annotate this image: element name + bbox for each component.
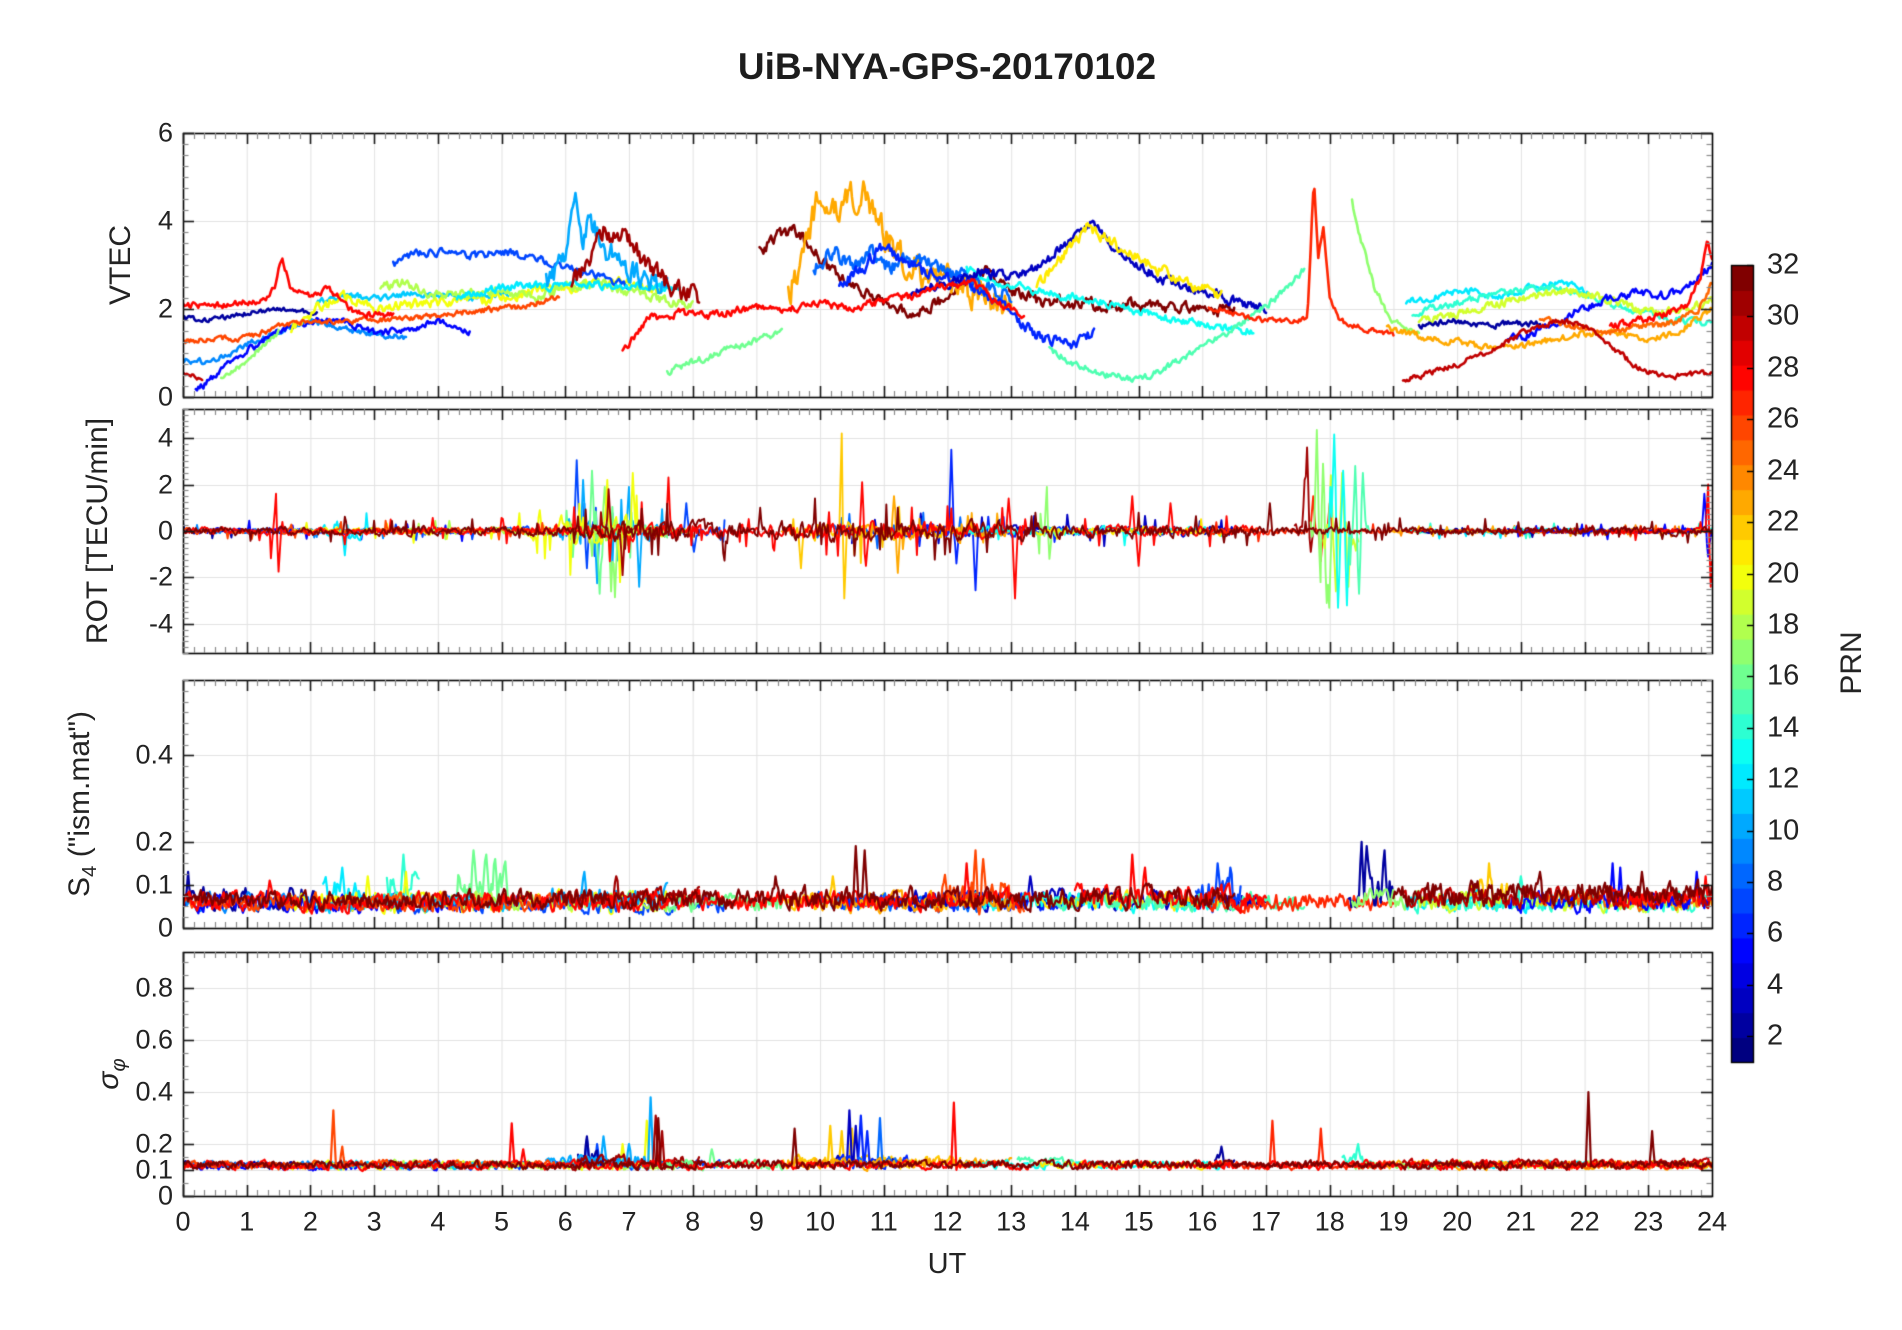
y-tick-label: -4 (148, 608, 173, 639)
colorbar-tick-label: 22 (1767, 505, 1800, 538)
colorbar-tick-label: 10 (1767, 814, 1800, 847)
x-tick-label: 22 (1569, 1206, 1600, 1237)
y-tick-label: 0.2 (135, 826, 173, 857)
x-tick-label: 21 (1505, 1206, 1536, 1237)
y-tick-label: 0.2 (135, 1128, 173, 1159)
x-tick-label: 8 (685, 1206, 701, 1237)
ylabel-sigma_phi: σφ (92, 1058, 130, 1090)
x-tick-label: 23 (1633, 1206, 1664, 1237)
colorbar-tick-label: 6 (1767, 916, 1784, 949)
colorbar-tick-label: 32 (1767, 248, 1800, 281)
y-tick-label: 0 (157, 1180, 173, 1211)
y-tick-label: 2 (157, 293, 173, 324)
x-tick-label: 14 (1059, 1206, 1090, 1237)
colorbar-tick-label: 16 (1767, 659, 1800, 692)
x-tick-label: 9 (748, 1206, 764, 1237)
y-tick-label: 6 (157, 117, 173, 148)
x-tick-label: 15 (1123, 1206, 1154, 1237)
colorbar-tick-label: 20 (1767, 557, 1800, 590)
colorbar-label: PRN (1835, 631, 1868, 695)
y-tick-label: 0.1 (135, 1154, 173, 1185)
y-tick-label: 0.4 (135, 739, 173, 770)
colorbar-tick-label: 26 (1767, 402, 1800, 435)
x-tick-label: 20 (1442, 1206, 1473, 1237)
y-tick-label: 4 (157, 205, 173, 236)
y-tick-label: 0 (157, 515, 173, 546)
x-tick-label: 17 (1251, 1206, 1282, 1237)
ylabel-s4: S4 ("ism.mat") (63, 711, 101, 897)
x-tick-label: 5 (494, 1206, 510, 1237)
colorbar-tick-label: 18 (1767, 608, 1800, 641)
x-tick-label: 4 (430, 1206, 446, 1237)
colorbar-tick-label: 4 (1767, 968, 1784, 1001)
colorbar-tick-label: 24 (1767, 454, 1800, 487)
x-tick-label: 19 (1378, 1206, 1409, 1237)
x-axis-label: UT (927, 1248, 967, 1280)
y-tick-label: 0 (157, 381, 173, 412)
y-tick-label: 0.4 (135, 1076, 173, 1107)
x-tick-label: 2 (302, 1206, 318, 1237)
x-tick-label: 12 (932, 1206, 963, 1237)
ylabel-vtec: VTEC (104, 224, 137, 306)
y-tick-label: 0.6 (135, 1024, 173, 1055)
x-tick-label: 16 (1187, 1206, 1218, 1237)
x-tick-label: 11 (869, 1206, 898, 1237)
ylabel-rot: ROT [TECU/min] (81, 417, 114, 645)
colorbar-tick-label: 2 (1767, 1019, 1784, 1052)
x-tick-label: 13 (996, 1206, 1027, 1237)
y-tick-label: 2 (157, 469, 173, 500)
y-tick-label: 0.8 (135, 972, 173, 1003)
colorbar-tick-label: 8 (1767, 865, 1784, 898)
x-tick-label: 1 (239, 1206, 255, 1237)
x-tick-label: 0 (175, 1206, 191, 1237)
colorbar-tick-label: 28 (1767, 351, 1800, 384)
y-tick-label: -2 (148, 561, 173, 592)
y-tick-label: 4 (157, 422, 173, 453)
x-tick-label: 7 (621, 1206, 637, 1237)
colorbar-tick-label: 12 (1767, 762, 1800, 795)
chart-title: UiB-NYA-GPS-20170102 (737, 46, 1157, 87)
y-tick-label: 0.1 (135, 869, 173, 900)
x-tick-label: 24 (1696, 1206, 1728, 1237)
colorbar-tick-label: 14 (1767, 711, 1800, 744)
y-tick-label: 0 (157, 912, 173, 943)
x-tick-label: 3 (366, 1206, 382, 1237)
x-tick-label: 6 (557, 1206, 573, 1237)
x-tick-label: 10 (805, 1206, 836, 1237)
x-tick-label: 18 (1314, 1206, 1345, 1237)
colorbar-tick-label: 30 (1767, 299, 1800, 332)
